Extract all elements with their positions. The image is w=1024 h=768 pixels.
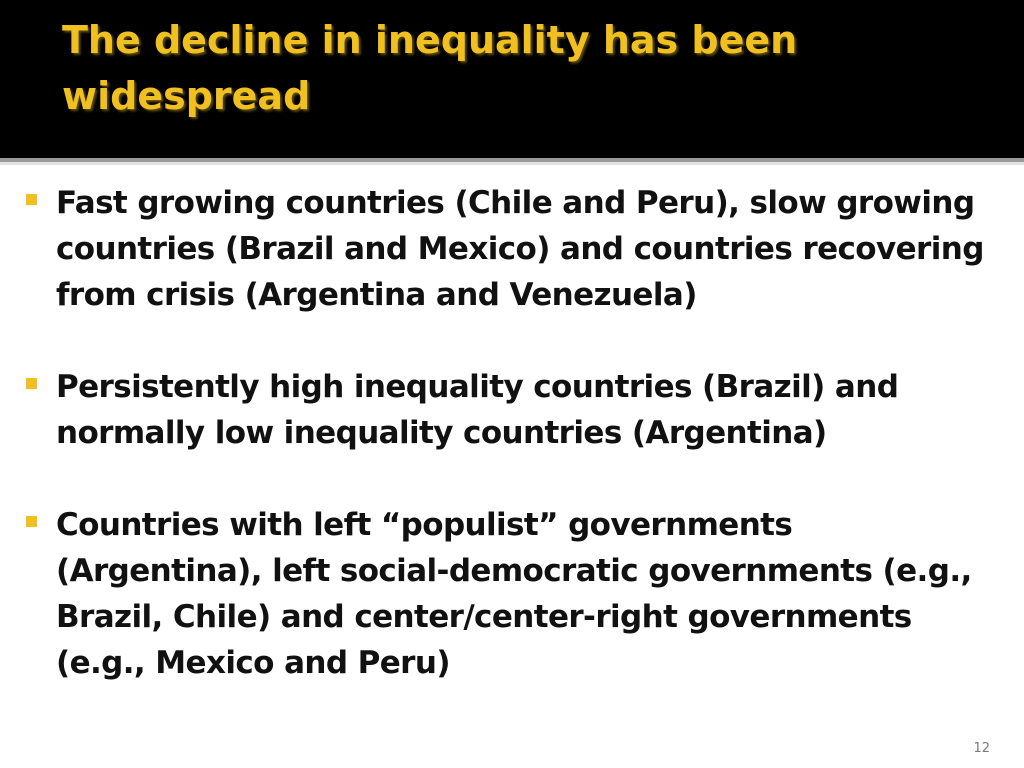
square-bullet-icon (26, 194, 37, 205)
square-bullet-icon (26, 516, 37, 527)
title-divider-highlight (0, 162, 1024, 165)
bullet-text: Countries with left “populist” governmen… (56, 507, 972, 681)
square-bullet-icon (26, 378, 37, 389)
title-divider (0, 158, 1024, 162)
bullet-item: Persistently high inequality countries (… (24, 364, 1004, 456)
bullet-item: Countries with left “populist” governmen… (24, 502, 1004, 686)
title-bar: The decline in inequality has been wides… (0, 0, 1024, 158)
bullet-item: Fast growing countries (Chile and Peru),… (24, 180, 1004, 318)
bullet-text: Persistently high inequality countries (… (56, 369, 899, 451)
bullet-list: Fast growing countries (Chile and Peru),… (24, 180, 1004, 732)
page-number: 12 (973, 741, 990, 756)
slide-title: The decline in inequality has been wides… (62, 18, 798, 118)
bullet-text: Fast growing countries (Chile and Peru),… (56, 185, 984, 313)
